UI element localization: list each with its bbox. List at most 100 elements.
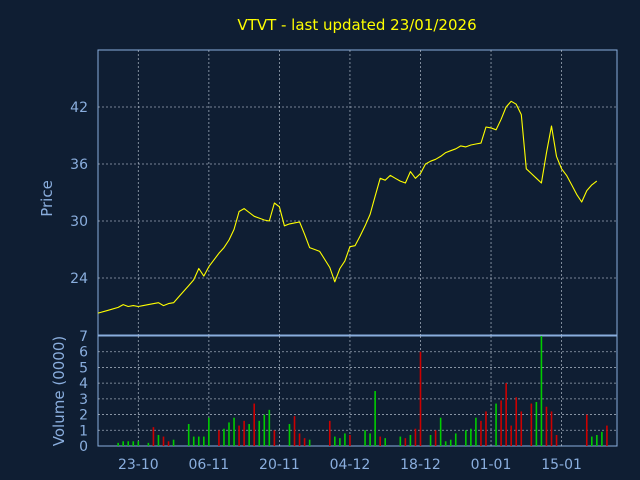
volume-bar (288, 424, 291, 446)
volume-bar (505, 383, 507, 446)
volume-bar (228, 422, 230, 446)
volume-bar (147, 442, 150, 446)
volume-bar (591, 436, 593, 446)
volume-bar (449, 439, 452, 446)
volume-y-tick-label: 2 (79, 408, 88, 424)
volume-bar (555, 435, 558, 446)
volume-bar (273, 430, 276, 446)
volume-bar (374, 391, 376, 446)
volume-bar (303, 438, 306, 446)
volume-bar (233, 417, 235, 446)
volume-bar (253, 403, 256, 446)
volume-bar (419, 351, 422, 446)
volume-bar (606, 425, 608, 446)
price-y-tick-label: 36 (70, 157, 88, 173)
volume-bar (465, 430, 467, 446)
volume-bar (550, 411, 553, 446)
volume-bar (520, 411, 523, 446)
price-axis-label: Price (38, 180, 56, 217)
volume-bar (409, 435, 412, 446)
x-tick-label: 04-12 (330, 457, 371, 473)
volume-bar (328, 420, 331, 446)
volume-bar (172, 439, 175, 446)
volume-bar (243, 420, 245, 446)
volume-bar (258, 420, 261, 446)
volume-bar (263, 414, 266, 446)
volume-bar (152, 427, 155, 446)
volume-axis-label: Volume (0000) (50, 336, 68, 446)
volume-bar (349, 435, 351, 446)
x-tick-label: 18-12 (400, 457, 441, 473)
volume-y-tick-label: 0 (79, 439, 88, 455)
volume-bar (137, 441, 140, 446)
volume-bar (510, 425, 512, 446)
volume-bar (399, 436, 402, 446)
volume-bar (132, 441, 135, 446)
volume-bar (167, 441, 170, 446)
volume-bar (344, 433, 346, 446)
volume-bar (334, 436, 336, 446)
volume-bar (238, 425, 240, 446)
volume-bar (414, 428, 417, 446)
chart-title: VTVT - last updated 23/01/2026 (237, 16, 476, 34)
volume-bar (127, 441, 130, 446)
x-tick-label: 15-01 (541, 457, 582, 473)
volume-bar (485, 411, 487, 446)
volume-bar (122, 441, 124, 446)
volume-bar (596, 435, 598, 446)
volume-bar (404, 438, 407, 446)
volume-bar (429, 435, 432, 446)
volume-panel-frame (97, 335, 618, 447)
volume-bar (248, 424, 250, 446)
volume-bar (208, 417, 210, 446)
x-tick-label: 20-11 (259, 457, 300, 473)
x-tick-label: 23-10 (118, 457, 159, 473)
volume-bar (162, 436, 165, 446)
price-series-line (97, 100, 598, 314)
volume-bar (475, 417, 477, 446)
price-y-tick-label: 30 (70, 214, 88, 230)
volume-bar (439, 417, 442, 446)
volume-bar (384, 438, 387, 446)
volume-bar (117, 442, 119, 446)
volume-bar (223, 428, 225, 446)
volume-bar (364, 430, 366, 446)
volume-bar (268, 409, 271, 446)
volume-bar (218, 430, 220, 446)
volume-y-tick-label: 5 (79, 360, 88, 376)
volume-y-tick-label: 7 (79, 329, 88, 345)
volume-bar (515, 397, 518, 446)
volume-bar (369, 433, 371, 446)
volume-bar (601, 431, 603, 446)
volume-bar (540, 336, 543, 446)
volume-bar (495, 403, 497, 446)
volume-bar (157, 435, 160, 446)
price-y-tick-label: 42 (70, 100, 88, 116)
volume-bar (187, 424, 190, 446)
x-tick-label: 06-11 (189, 457, 230, 473)
volume-bar (500, 400, 502, 446)
volume-bar (585, 414, 588, 446)
volume-bar (470, 428, 472, 446)
volume-bar (434, 430, 437, 446)
price-y-tick-label: 24 (70, 271, 88, 287)
volume-bar (192, 436, 195, 446)
x-tick-label: 01-01 (471, 457, 512, 473)
price-panel-frame (97, 49, 618, 336)
volume-bar (480, 420, 482, 446)
volume-bar (454, 433, 457, 446)
volume-y-tick-label: 4 (79, 376, 88, 392)
volume-bar (530, 403, 533, 446)
volume-bar (535, 402, 538, 446)
volume-bar (339, 438, 341, 446)
volume-bar (308, 439, 311, 446)
volume-bar (298, 433, 301, 446)
volume-y-tick-label: 3 (79, 392, 88, 408)
volume-y-tick-label: 6 (79, 345, 88, 361)
volume-bar (545, 406, 548, 446)
volume-bar (444, 441, 447, 446)
volume-y-tick-label: 1 (79, 423, 88, 439)
volume-bar (379, 436, 381, 446)
